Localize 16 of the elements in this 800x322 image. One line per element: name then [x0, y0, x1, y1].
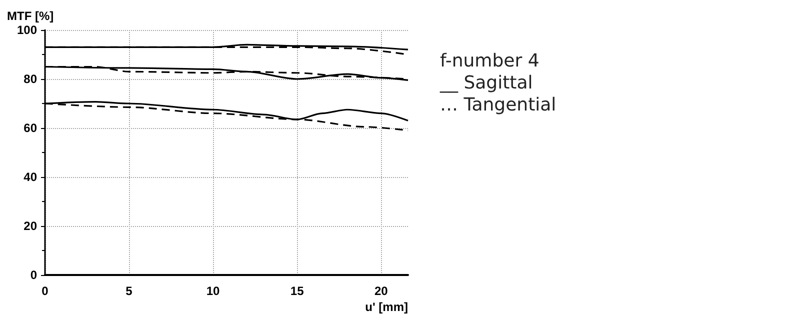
- y-tick-label: 40: [24, 170, 38, 184]
- x-tick-label: 5: [126, 284, 133, 298]
- text: … Tangential: [440, 94, 556, 116]
- x-axis-title: u' [mm]: [365, 300, 408, 314]
- x-tick-label: 10: [206, 284, 220, 298]
- y-tick-label: 100: [16, 23, 38, 37]
- text: f-number 4: [440, 50, 540, 72]
- x-tick-label: 15: [290, 284, 304, 298]
- y-tick-label: 20: [24, 219, 38, 233]
- y-tick-label: 0: [30, 268, 38, 282]
- y-tick-label: 80: [24, 72, 38, 86]
- x-tick-label: 0: [42, 284, 49, 298]
- text: __ Sagittal: [439, 72, 533, 94]
- y-tick-label: 60: [24, 121, 38, 135]
- y-axis-title: MTF [%]: [7, 9, 54, 23]
- x-tick-label: 20: [374, 284, 388, 298]
